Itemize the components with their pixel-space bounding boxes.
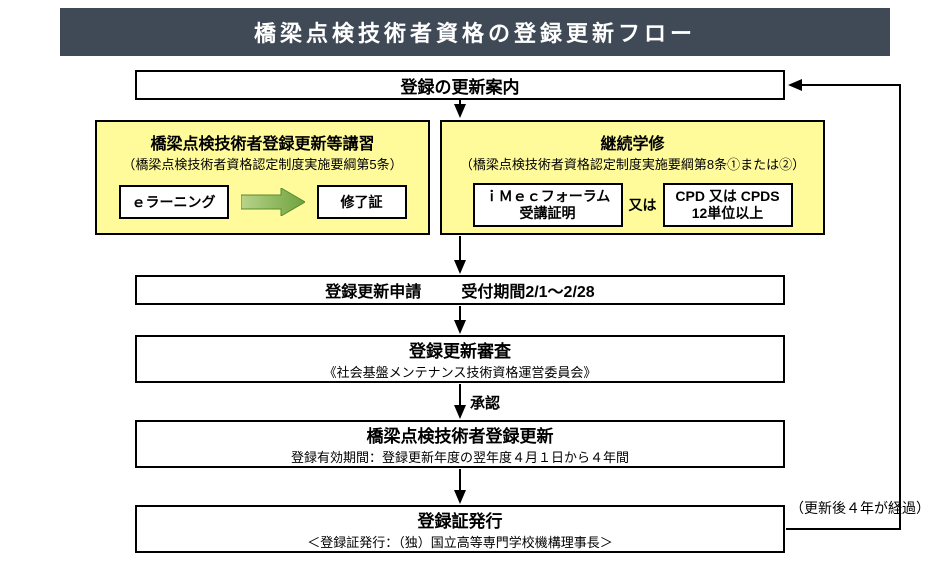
- panel-ce-subtitle: （橋梁点検技術者資格認定制度実施要綱第8条①または②）: [460, 154, 805, 173]
- elearning-label: ｅラーニング: [132, 192, 216, 212]
- step3-label-left: 登録更新申請: [325, 278, 421, 302]
- step5-title: 橋梁点検技術者登録更新: [367, 422, 554, 447]
- box-cpd: CPD 又は CPDS 12単位以上: [663, 183, 793, 227]
- step-renewal-guide: 登録の更新案内: [135, 70, 785, 100]
- step-renewal-registration: 橋梁点検技術者登録更新 登録有効期間：登録更新年度の翌年度４月１日から４年間: [135, 420, 785, 468]
- forum-line2: 受講証明: [520, 205, 576, 222]
- box-imec-forum: ｉＭｅｃフォーラム 受講証明: [473, 183, 623, 227]
- gradient-arrow-icon: [241, 188, 305, 216]
- panel-training-title: 橋梁点検技術者登録更新等講習: [150, 130, 374, 154]
- diagram-canvas: 橋梁点検技術者資格の登録更新フロー 登録の更新案内 橋梁点検技術者登録更新等講習…: [0, 0, 950, 587]
- panel-continuing-education: 継続学修 （橋梁点検技術者資格認定制度実施要綱第8条①または②） ｉＭｅｃフォー…: [440, 120, 825, 235]
- forum-line1: ｉＭｅｃフォーラム: [485, 188, 611, 205]
- or-text: 又は: [629, 195, 657, 215]
- loop-note: （更新後４年が経過）: [790, 498, 930, 518]
- step6-title: 登録証発行: [418, 507, 503, 532]
- box-elearning: ｅラーニング: [119, 185, 229, 219]
- step-application: 登録更新申請 受付期間2/1～2/28: [135, 275, 785, 305]
- step4-title: 登録更新審査: [409, 337, 511, 362]
- step5-subtitle: 登録有効期間：登録更新年度の翌年度４月１日から４年間: [291, 447, 629, 466]
- step6-subtitle: ＜登録証発行：（独）国立高等専門学校機構理事長＞: [307, 532, 613, 551]
- box-certificate: 修了証: [317, 185, 407, 219]
- certificate-label: 修了証: [341, 192, 383, 212]
- step3-label-right: 受付期間2/1～2/28: [461, 278, 594, 302]
- cpd-line2: 12単位以上: [692, 205, 764, 222]
- approve-label: 承認: [470, 392, 500, 413]
- cpd-line1: CPD 又は CPDS: [675, 188, 779, 205]
- panel-training-course: 橋梁点検技術者登録更新等講習 （橋梁点検技術者資格認定制度実施要綱第5条） ｅラ…: [95, 120, 430, 235]
- step-review: 登録更新審査 《社会基盤メンテナンス技術資格運営委員会》: [135, 335, 785, 383]
- step4-subtitle: 《社会基盤メンテナンス技術資格運営委員会》: [324, 362, 597, 381]
- step-certificate-issuance: 登録証発行 ＜登録証発行：（独）国立高等専門学校機構理事長＞: [135, 505, 785, 553]
- page-title: 橋梁点検技術者資格の登録更新フロー: [60, 8, 890, 56]
- panel-ce-title: 継続学修: [600, 130, 664, 154]
- step1-title: 登録の更新案内: [401, 73, 520, 98]
- panel-training-subtitle: （橋梁点検技術者資格認定制度実施要綱第5条）: [122, 154, 402, 173]
